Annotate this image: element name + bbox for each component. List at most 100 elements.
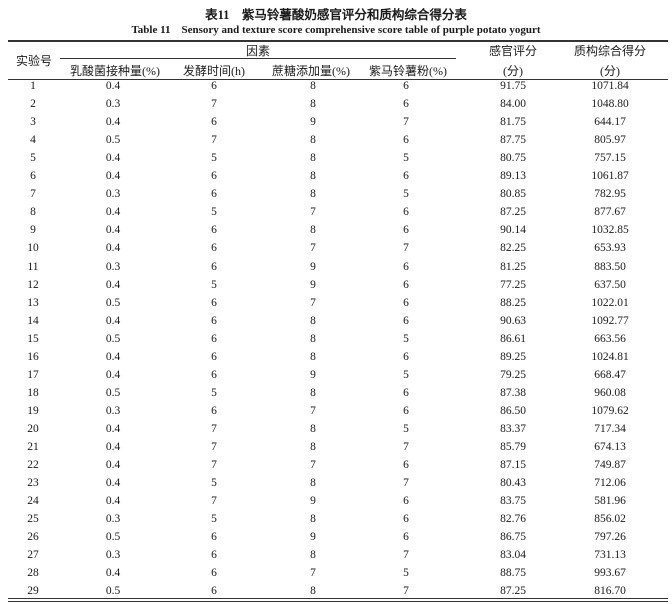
- table-row: 13 0.5 6 7 6 88.25 1022.01: [0, 297, 672, 315]
- cell-run: 22: [27, 459, 39, 472]
- cell-potato-powder: 6: [403, 350, 409, 363]
- cell-lab-inoculum: 0.4: [105, 170, 121, 183]
- table-row: 19 0.3 6 7 6 86.50 1079.62: [0, 405, 672, 423]
- table-row: 4 0.5 7 8 6 87.75 805.97: [0, 134, 672, 152]
- cell-potato-powder: 6: [403, 260, 409, 273]
- cell-texture-score: 581.96: [594, 495, 626, 508]
- cell-potato-powder: 7: [403, 242, 409, 255]
- table-row: 11 0.3 6 9 6 81.25 883.50: [0, 261, 672, 279]
- cell-texture-score: 668.47: [594, 368, 626, 381]
- cell-ferment-time: 7: [211, 495, 217, 508]
- cell-sensory-score: 87.15: [500, 459, 526, 472]
- cell-ferment-time: 5: [211, 206, 217, 219]
- cell-potato-powder: 6: [403, 80, 409, 92]
- cell-lab-inoculum: 0.4: [105, 278, 121, 291]
- cell-potato-powder: 6: [403, 224, 409, 237]
- cell-sensory-score: 86.50: [500, 404, 526, 417]
- cell-lab-inoculum: 0.4: [105, 567, 121, 580]
- cell-ferment-time: 6: [211, 170, 217, 183]
- cell-texture-score: 883.50: [594, 260, 626, 273]
- cell-sensory-score: 90.14: [500, 224, 526, 237]
- cell-sucrose: 8: [310, 441, 316, 453]
- cell-texture-score: 993.67: [594, 567, 626, 580]
- bottom-rule-2: [8, 601, 668, 602]
- cell-texture-score: 960.08: [594, 386, 626, 399]
- cell-potato-powder: 5: [403, 188, 409, 201]
- cell-potato-powder: 5: [403, 422, 409, 435]
- cell-sucrose: 8: [310, 134, 316, 147]
- cell-potato-powder: 7: [403, 116, 409, 129]
- cell-potato-powder: 7: [403, 585, 409, 598]
- cell-potato-powder: 6: [403, 531, 409, 544]
- cell-sucrose: 9: [310, 278, 316, 291]
- header-factors: 因素: [245, 44, 270, 58]
- cell-potato-powder: 6: [403, 495, 409, 508]
- cell-lab-inoculum: 0.5: [105, 134, 121, 147]
- cell-sensory-score: 87.38: [500, 386, 526, 399]
- cell-run: 24: [27, 495, 39, 508]
- cell-sensory-score: 86.75: [500, 531, 526, 544]
- cell-sucrose: 8: [310, 477, 316, 490]
- cell-sucrose: 8: [310, 80, 316, 92]
- cell-texture-score: 731.13: [594, 549, 626, 562]
- cell-sucrose: 8: [310, 224, 316, 237]
- cell-ferment-time: 5: [211, 152, 217, 165]
- table-row: 23 0.4 5 8 7 80.43 712.06: [0, 477, 672, 495]
- header-run: 实验号: [15, 54, 52, 68]
- cell-lab-inoculum: 0.5: [105, 531, 121, 544]
- cell-sensory-score: 77.25: [500, 278, 526, 291]
- cell-potato-powder: 6: [403, 314, 409, 327]
- cell-texture-score: 877.67: [594, 206, 626, 219]
- cell-sensory-score: 83.37: [500, 422, 526, 435]
- cell-texture-score: 1032.85: [591, 224, 629, 237]
- cell-potato-powder: 6: [403, 278, 409, 291]
- table-row: 24 0.4 7 9 6 83.75 581.96: [0, 495, 672, 513]
- cell-sensory-score: 80.75: [500, 152, 526, 165]
- cell-texture-score: 1024.81: [591, 350, 629, 363]
- cell-sensory-score: 82.76: [500, 513, 526, 526]
- cell-sucrose: 9: [310, 260, 316, 273]
- cell-potato-powder: 7: [403, 441, 409, 453]
- cell-ferment-time: 7: [211, 459, 217, 472]
- cell-sensory-score: 80.85: [500, 188, 526, 201]
- table-row: 21 0.4 7 8 7 85.79 674.13: [0, 441, 672, 459]
- cell-sucrose: 7: [310, 296, 316, 309]
- cell-sensory-score: 80.43: [500, 477, 526, 490]
- cell-ferment-time: 6: [211, 260, 217, 273]
- cell-ferment-time: 6: [211, 368, 217, 381]
- cell-run: 20: [27, 422, 39, 435]
- cell-ferment-time: 5: [211, 513, 217, 526]
- cell-potato-powder: 6: [403, 296, 409, 309]
- cell-texture-score: 1071.84: [591, 80, 629, 92]
- cell-run: 3: [30, 116, 36, 129]
- cell-lab-inoculum: 0.4: [105, 495, 121, 508]
- cell-sucrose: 8: [310, 386, 316, 399]
- cell-sucrose: 8: [310, 170, 316, 183]
- cell-run: 18: [27, 386, 39, 399]
- cell-sucrose: 8: [310, 152, 316, 165]
- cell-run: 29: [27, 585, 39, 598]
- cell-texture-score: 674.13: [594, 441, 626, 453]
- cell-sensory-score: 85.79: [500, 441, 526, 453]
- cell-texture-score: 663.56: [594, 332, 626, 345]
- cell-run: 7: [30, 188, 36, 201]
- table-row: 28 0.4 6 7 5 88.75 993.67: [0, 567, 672, 585]
- cell-run: 6: [30, 170, 36, 183]
- cell-ferment-time: 7: [211, 422, 217, 435]
- cell-lab-inoculum: 0.4: [105, 441, 121, 453]
- cell-ferment-time: 6: [211, 80, 217, 92]
- cell-sensory-score: 87.25: [500, 585, 526, 598]
- factors-rule: [60, 58, 456, 59]
- cell-sucrose: 8: [310, 314, 316, 327]
- cell-potato-powder: 5: [403, 332, 409, 345]
- cell-sucrose: 7: [310, 567, 316, 580]
- cell-lab-inoculum: 0.3: [105, 260, 121, 273]
- cell-sucrose: 8: [310, 98, 316, 111]
- cell-texture-score: 644.17: [594, 116, 626, 129]
- cell-ferment-time: 6: [211, 296, 217, 309]
- table-row: 17 0.4 6 9 5 79.25 668.47: [0, 369, 672, 387]
- cell-potato-powder: 6: [403, 404, 409, 417]
- header-lab-inoculum: 乳酸菌接种量(%): [70, 64, 160, 78]
- header-sensory-unit: (分): [503, 64, 523, 78]
- cell-sucrose: 8: [310, 422, 316, 435]
